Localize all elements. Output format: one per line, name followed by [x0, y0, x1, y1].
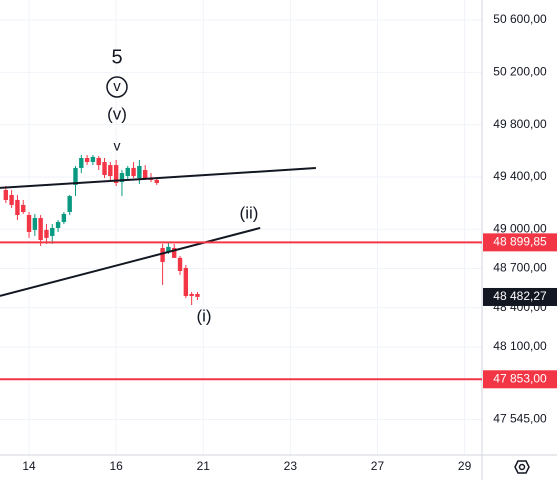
candle-body [137, 165, 142, 178]
candle-body [154, 179, 159, 183]
wave-label: (ii) [240, 203, 259, 222]
x-tick-label: 16 [109, 459, 123, 473]
trend-line [0, 167, 316, 189]
candle-body [113, 165, 119, 183]
candle-body [15, 199, 20, 216]
wave-label: 5 [111, 46, 122, 68]
y-tick-label: 50 600,00 [493, 12, 547, 26]
price-label-box [483, 233, 557, 252]
candle-body [108, 165, 113, 177]
candle-body [195, 294, 200, 297]
candle-body [73, 167, 78, 185]
candle-body [9, 195, 14, 205]
settings-icon[interactable] [514, 460, 530, 474]
x-tick-label: 27 [371, 459, 385, 473]
x-tick-label: 23 [284, 459, 298, 473]
price-label-box [483, 370, 557, 389]
candle-body [166, 246, 171, 253]
candle-body [90, 156, 96, 163]
wave-label: (i) [196, 306, 211, 325]
candle-body [96, 157, 101, 166]
candle-body [131, 167, 136, 177]
candle-body [44, 229, 49, 238]
candle-body [119, 173, 125, 183]
candle-body [177, 257, 183, 271]
y-tick-label: 49 400,00 [493, 169, 547, 183]
x-tick-label: 14 [22, 459, 36, 473]
wave-circle [106, 76, 128, 98]
candle-body [3, 190, 9, 200]
y-tick-label: 50 200,00 [493, 64, 547, 78]
x-tick-label: 29 [458, 459, 472, 473]
wave-label: v [113, 78, 121, 95]
candle-body [172, 247, 177, 258]
candle-body [102, 162, 107, 175]
settings-icon-center[interactable] [518, 463, 526, 471]
candle-body [50, 227, 55, 236]
settings-button[interactable] [514, 460, 530, 474]
candle-body [189, 294, 194, 296]
price-label-box [483, 287, 557, 306]
y-tick-label: 48 100,00 [493, 339, 547, 353]
plot [0, 154, 316, 305]
trend-line [0, 226, 261, 297]
candle-body [142, 170, 148, 178]
candle-body [26, 215, 32, 233]
y-tick-label: 49 000,00 [493, 221, 547, 235]
candle-body [125, 167, 130, 177]
x-tick-label: 21 [197, 459, 211, 473]
candle-body [183, 267, 189, 296]
candle-body [61, 213, 67, 222]
candle-body [67, 196, 72, 213]
y-tick-label: 48 700,00 [493, 261, 547, 275]
price-label: 47 853,00 [493, 371, 547, 385]
wave-label: (v) [107, 104, 127, 123]
candle-body [55, 221, 61, 228]
candle-body [79, 157, 84, 168]
candle-body [21, 204, 26, 213]
y-tick-label: 49 800,00 [493, 117, 547, 131]
wave-label: v [114, 138, 121, 154]
candle-body [38, 218, 43, 240]
y-tick-label: 47 545,00 [493, 412, 547, 426]
price-label: 48 482,27 [493, 289, 547, 303]
candle-body [32, 218, 38, 230]
candle-body [84, 157, 90, 163]
price-label: 48 899,85 [493, 235, 547, 249]
candle-body [160, 247, 165, 262]
